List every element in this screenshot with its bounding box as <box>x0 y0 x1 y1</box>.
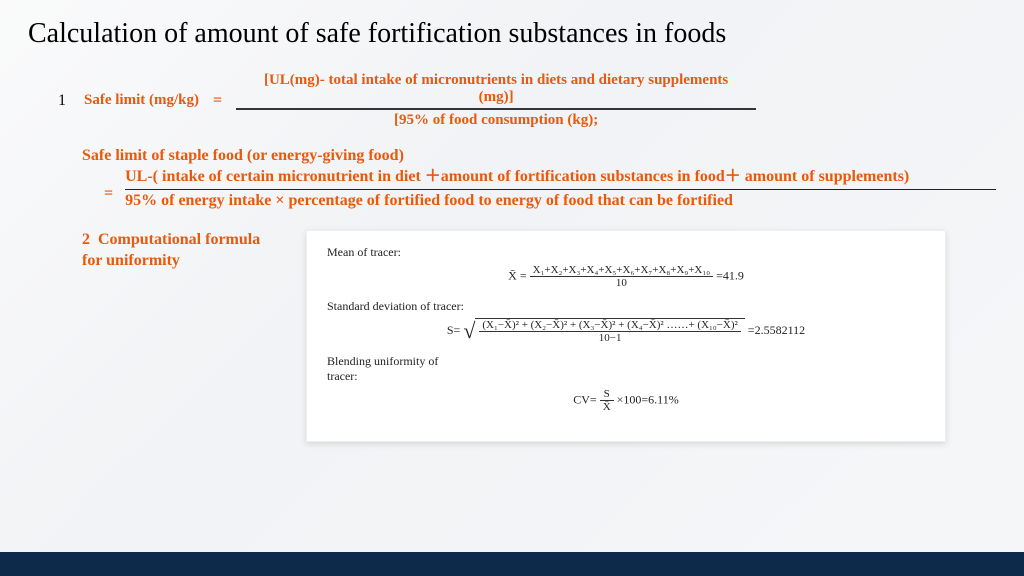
cv-numerator: S <box>601 388 613 400</box>
mean-group: Mean of tracer: X̄ = X₁+X₂+X₃+X₄+X₅+X₆+X… <box>327 245 925 289</box>
mean-denominator: 10 <box>613 277 630 289</box>
sd-lhs: S= <box>447 323 460 337</box>
cv-group: Blending uniformity of tracer: CV= S X̄ … <box>327 354 925 413</box>
cv-fraction: S X̄ <box>600 388 614 413</box>
cv-formula: CV= S X̄ ×100=6.11% <box>327 388 925 413</box>
slide-content: Calculation of amount of safe fortificat… <box>0 0 1024 442</box>
page-title: Calculation of amount of safe fortificat… <box>28 18 996 50</box>
section2-title: Computational formula for uniformity <box>82 231 260 269</box>
mean-fraction: X₁+X₂+X₃+X₄+X₅+X₆+X₇+X₈+X₉+X₁₀ 10 <box>530 264 713 289</box>
section-uniformity: 2 Computational formula for uniformity M… <box>82 230 996 442</box>
safe-limit-denominator: [95% of food consumption (kg); <box>384 110 608 129</box>
staple-denominator: 95% of energy intake × percentage of for… <box>125 190 996 210</box>
staple-numerator: UL-( intake of certain micronutrient in … <box>125 167 996 189</box>
formula-safe-limit: 1 Safe limit (mg/kg) = [UL(mg)- total in… <box>58 72 996 129</box>
sd-fraction: (X₁−X̄)² + (X₂−X̄)² + (X₃−X̄)² + (X₄−X̄)… <box>479 319 740 344</box>
footer-bar <box>0 552 1024 576</box>
uniformity-formula-card: Mean of tracer: X̄ = X₁+X₂+X₃+X₄+X₅+X₆+X… <box>306 230 946 442</box>
mean-lhs: X̄ = <box>508 268 526 282</box>
sqrt: √ (X₁−X̄)² + (X₂−X̄)² + (X₃−X̄)² + (X₄−X… <box>463 318 744 344</box>
formula-staple-food: Safe limit of staple food (or energy-giv… <box>82 147 996 210</box>
section-number-1: 1 <box>58 92 66 110</box>
sd-label: Standard deviation of tracer: <box>327 299 467 314</box>
equals-sign: = <box>104 167 113 203</box>
safe-limit-fraction: [UL(mg)- total intake of micronutrients … <box>236 72 756 129</box>
mean-label: Mean of tracer: <box>327 245 925 260</box>
safe-limit-numerator: [UL(mg)- total intake of micronutrients … <box>236 72 756 108</box>
mean-result: =41.9 <box>716 268 744 282</box>
cv-denominator: X̄ <box>600 401 614 413</box>
equals-sign: = <box>213 92 222 110</box>
mean-numerator: X₁+X₂+X₃+X₄+X₅+X₆+X₇+X₈+X₉+X₁₀ <box>530 264 713 276</box>
sd-numerator: (X₁−X̄)² + (X₂−X̄)² + (X₃−X̄)² + (X₄−X̄)… <box>479 319 740 331</box>
mean-formula: X̄ = X₁+X₂+X₃+X₄+X₅+X₆+X₇+X₈+X₉+X₁₀ 10 =… <box>327 264 925 289</box>
section-number-2: 2 <box>82 231 90 248</box>
cv-lhs: CV= <box>573 392 596 406</box>
cv-label: Blending uniformity of tracer: <box>327 354 467 384</box>
sd-group: Standard deviation of tracer: S= √ (X₁−X… <box>327 299 925 344</box>
section2-label: 2 Computational formula for uniformity <box>82 230 282 272</box>
sqrt-sign-icon: √ <box>463 320 475 346</box>
sd-denominator: 10−1 <box>596 332 625 344</box>
sd-formula: S= √ (X₁−X̄)² + (X₂−X̄)² + (X₃−X̄)² + (X… <box>327 318 925 344</box>
staple-heading: Safe limit of staple food (or energy-giv… <box>82 147 996 165</box>
cv-tail: ×100=6.11% <box>617 392 679 406</box>
sd-result: =2.5582112 <box>748 323 805 337</box>
safe-limit-lhs: Safe limit (mg/kg) <box>84 92 199 109</box>
